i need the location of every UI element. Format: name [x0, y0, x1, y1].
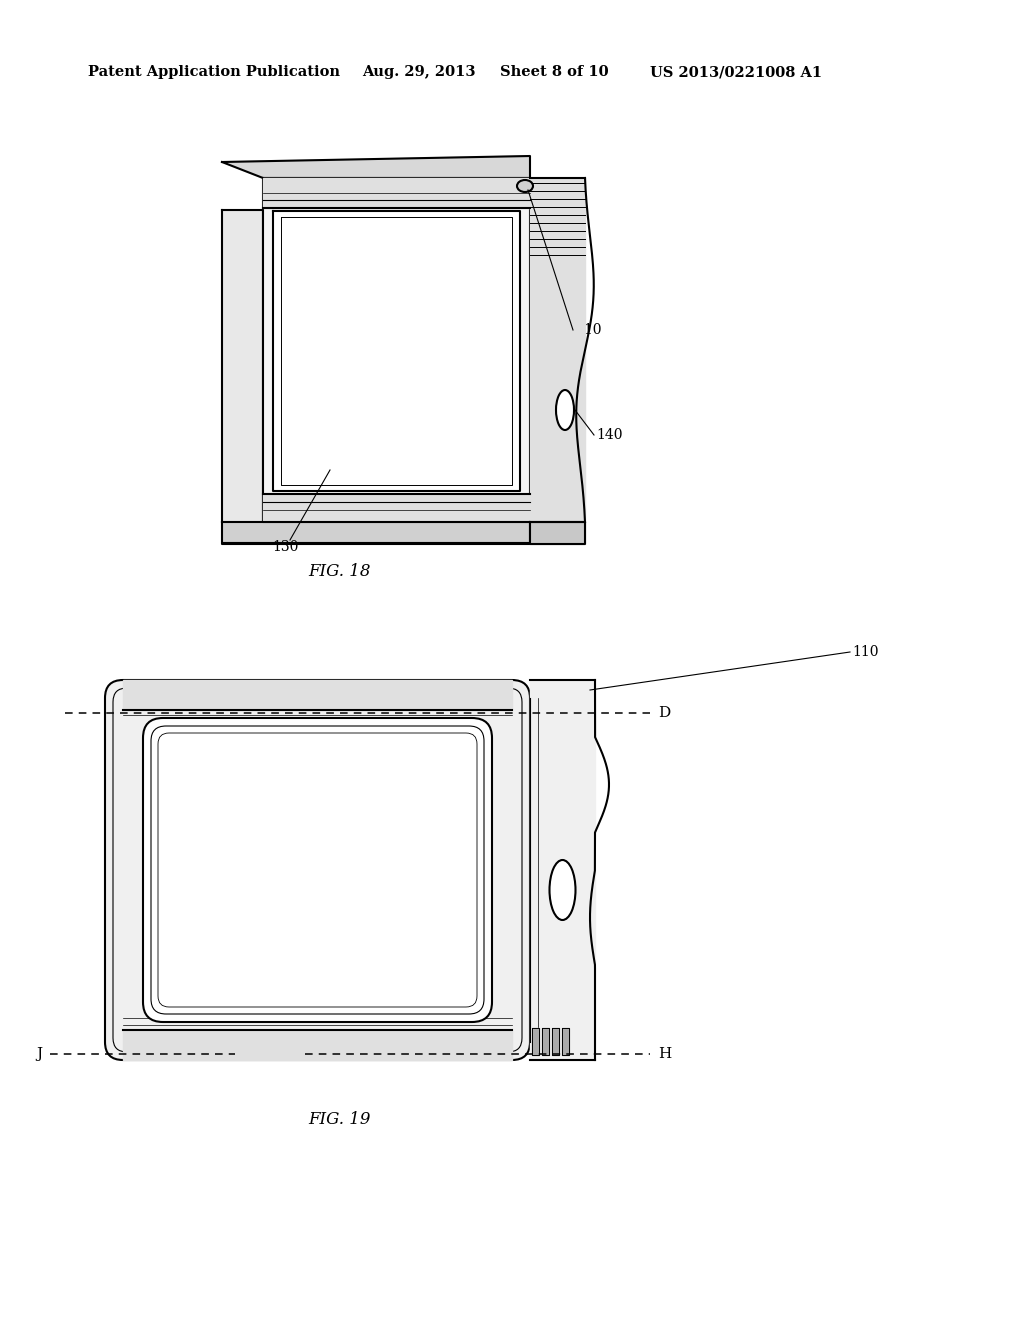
Polygon shape: [530, 178, 585, 521]
Ellipse shape: [517, 180, 534, 191]
Text: FIG. 19: FIG. 19: [309, 1111, 372, 1129]
Text: 110: 110: [852, 645, 879, 659]
Text: D: D: [658, 706, 671, 719]
FancyBboxPatch shape: [143, 718, 492, 1022]
Text: 140: 140: [596, 428, 623, 442]
Text: US 2013/0221008 A1: US 2013/0221008 A1: [650, 65, 822, 79]
Polygon shape: [123, 1030, 512, 1060]
Polygon shape: [562, 1028, 569, 1055]
FancyBboxPatch shape: [105, 680, 530, 1060]
Text: FIG. 18: FIG. 18: [309, 564, 372, 581]
Text: J: J: [36, 1047, 42, 1061]
Text: Sheet 8 of 10: Sheet 8 of 10: [500, 65, 608, 79]
FancyBboxPatch shape: [158, 733, 477, 1007]
Ellipse shape: [550, 861, 575, 920]
Text: 130: 130: [271, 540, 298, 554]
Ellipse shape: [556, 389, 574, 430]
Text: H: H: [658, 1047, 672, 1061]
Polygon shape: [542, 1028, 549, 1055]
Polygon shape: [123, 680, 512, 710]
Polygon shape: [273, 211, 520, 491]
Polygon shape: [263, 178, 530, 209]
Text: 110: 110: [575, 323, 601, 337]
Text: Aug. 29, 2013: Aug. 29, 2013: [362, 65, 475, 79]
Polygon shape: [530, 521, 585, 544]
Polygon shape: [552, 1028, 559, 1055]
Polygon shape: [530, 680, 595, 1060]
Polygon shape: [222, 210, 263, 523]
Polygon shape: [263, 494, 530, 521]
Polygon shape: [263, 178, 530, 521]
Polygon shape: [532, 1028, 539, 1055]
Text: Patent Application Publication: Patent Application Publication: [88, 65, 340, 79]
Polygon shape: [222, 156, 530, 178]
Polygon shape: [222, 521, 530, 544]
